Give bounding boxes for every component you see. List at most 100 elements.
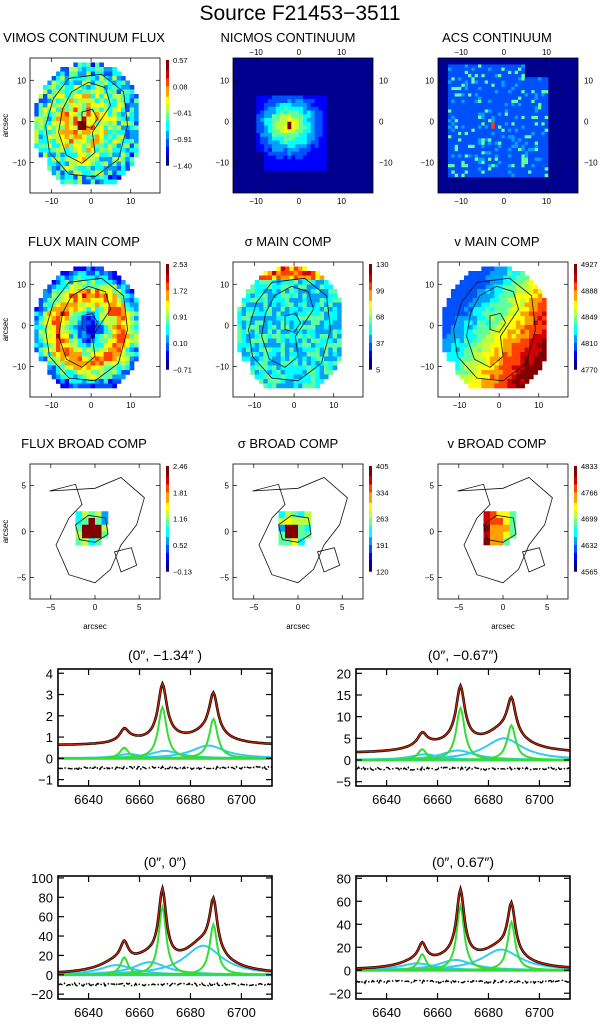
map-pixel xyxy=(481,352,486,357)
map-pixel xyxy=(501,131,505,136)
map-pixel xyxy=(103,325,109,330)
map-pixel xyxy=(461,103,465,107)
map-pixel xyxy=(77,334,83,339)
map-pixel xyxy=(64,121,70,126)
plot-frame xyxy=(57,668,273,787)
map-pixel xyxy=(534,90,539,94)
map-pixel xyxy=(501,125,505,130)
map-pixel xyxy=(95,266,100,272)
map-pixel xyxy=(511,320,517,326)
map-pixel xyxy=(121,85,126,90)
map-pixel xyxy=(491,80,495,85)
map-pixel xyxy=(511,379,517,384)
map-frame xyxy=(232,261,364,398)
map-pixel xyxy=(112,289,117,294)
map-pixel xyxy=(337,343,342,348)
map-pixel xyxy=(134,134,139,140)
map-pixel xyxy=(534,112,539,117)
map-pixel xyxy=(116,98,122,104)
map-pixel xyxy=(477,275,482,281)
map-pixel xyxy=(303,140,308,145)
map-pixel xyxy=(483,538,491,546)
map-pixel xyxy=(43,338,48,344)
map-pixel xyxy=(283,133,288,138)
map-pixel xyxy=(108,289,113,294)
map-pixel xyxy=(263,343,268,348)
map-pixel xyxy=(64,107,70,113)
map-pixel xyxy=(82,112,87,117)
map-pixel xyxy=(458,173,462,178)
map-pixel xyxy=(121,170,126,176)
contour xyxy=(521,547,546,573)
map-pixel xyxy=(64,103,70,108)
map-pixel xyxy=(485,320,491,326)
map-pixel xyxy=(461,96,465,101)
map-pixel xyxy=(504,170,509,175)
map-pixel xyxy=(478,154,482,158)
map-pixel xyxy=(484,131,489,136)
map-pixel xyxy=(494,347,499,353)
map-pixel xyxy=(442,320,447,326)
map-pixel xyxy=(314,125,319,130)
map-pixel xyxy=(302,307,307,312)
map-pixel xyxy=(315,361,320,366)
map-pixel xyxy=(484,109,489,113)
map-pixel xyxy=(299,125,304,130)
map-pixel xyxy=(511,144,515,149)
map-pixel xyxy=(56,107,61,113)
map-pixel xyxy=(51,107,57,113)
map-pixel xyxy=(468,343,473,348)
map-pixel xyxy=(103,379,109,384)
map-pixel xyxy=(507,374,512,380)
map-pixel xyxy=(69,271,74,276)
map-pixel xyxy=(64,356,70,362)
map-pixel xyxy=(511,160,515,165)
map-pixel xyxy=(116,329,122,335)
map-pixel xyxy=(488,160,492,165)
map-pixel xyxy=(529,284,534,290)
map-pixel xyxy=(534,115,539,120)
map-pixel xyxy=(295,110,300,115)
map-pixel xyxy=(285,275,290,281)
map-pixel xyxy=(498,325,504,330)
map-pixel xyxy=(77,112,83,117)
map-pixel xyxy=(454,106,459,110)
map-pixel xyxy=(448,154,452,158)
map-pixel xyxy=(528,99,532,104)
map-pixel xyxy=(51,289,57,294)
map-pixel xyxy=(82,121,87,126)
map-pixel xyxy=(254,280,260,285)
map-pixel xyxy=(498,347,504,353)
map-pixel xyxy=(533,343,538,348)
map-pixel xyxy=(491,86,495,91)
map-pixel xyxy=(542,338,547,344)
map-pixel xyxy=(125,134,130,140)
map-pixel xyxy=(448,151,452,155)
map-pixel xyxy=(51,121,57,126)
map-pixel xyxy=(268,136,273,141)
map-pixel xyxy=(82,125,87,131)
map-pixel xyxy=(56,352,61,357)
map-pixel xyxy=(121,134,126,140)
map-pixel xyxy=(259,361,264,366)
map-pixel xyxy=(116,125,122,131)
map-pixel xyxy=(488,106,492,110)
colorbar-label: 4810 xyxy=(581,339,598,348)
map-pixel xyxy=(529,307,534,312)
map-pixel xyxy=(514,99,519,104)
map-pixel xyxy=(112,116,117,122)
map-pixel xyxy=(289,293,294,299)
map-pixel xyxy=(293,379,299,384)
map-pixel xyxy=(73,112,78,117)
map-pixel xyxy=(464,275,469,281)
map-pixel xyxy=(531,131,535,136)
map-pixel xyxy=(287,136,292,141)
map-pixel xyxy=(275,151,280,156)
map-pixel xyxy=(310,133,315,138)
map-pixel xyxy=(263,329,268,335)
map-pixel xyxy=(125,107,130,113)
map-pixel xyxy=(285,329,290,335)
map-pixel xyxy=(47,80,52,86)
map-pixel xyxy=(528,154,532,158)
